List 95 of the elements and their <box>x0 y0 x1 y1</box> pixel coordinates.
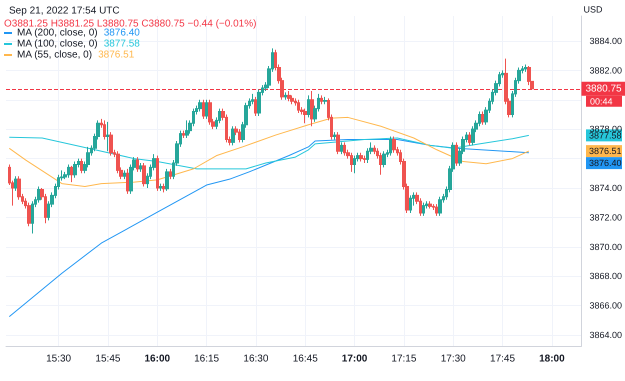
candlestick <box>182 130 185 139</box>
candlestick <box>185 120 189 139</box>
x-tick-label: 17:15 <box>391 354 417 364</box>
x-tick-label: 17:30 <box>440 354 466 364</box>
candlestick <box>70 165 74 183</box>
x-tick-label: 18:00 <box>539 354 566 364</box>
candlestick <box>198 99 202 112</box>
candlestick <box>231 126 235 146</box>
candlestick <box>27 202 31 227</box>
candlestick <box>257 88 261 116</box>
candlestick <box>159 183 162 192</box>
candlestick <box>142 162 146 188</box>
line-series <box>8 134 530 170</box>
legend-label: MA (100, close, 0) <box>17 38 104 50</box>
y-tick-label: 3868.00 <box>589 271 622 282</box>
candlestick <box>359 152 363 162</box>
x-tick-label: 15:45 <box>95 354 121 364</box>
y-tick-label: 3870.00 <box>589 242 622 252</box>
chart-subtitle: Sep 21, 2022 17:54 UTC <box>9 6 120 16</box>
annotation: 3876.51 <box>98 50 135 60</box>
y-tick-label: 3864.00 <box>589 330 622 340</box>
candlestick <box>320 94 323 105</box>
x-tick-label: 16:00 <box>144 354 170 364</box>
x-tick-label: 16:15 <box>194 354 220 364</box>
candlestick <box>238 128 241 143</box>
annotation: O3881.25 H3881.25 L3880.75 C3880.75 −0.44 (−0.01%) <box>4 18 256 30</box>
candlestick <box>428 200 432 210</box>
y-tick-label: 3882.00 <box>589 65 622 76</box>
candlestick <box>123 170 126 180</box>
candlestick <box>103 120 106 140</box>
y-tick-label: 3866.00 <box>589 300 622 311</box>
candlestick <box>438 196 442 216</box>
candlestick <box>205 99 208 120</box>
annotation: 3876.40 <box>104 28 140 38</box>
legend-label: MA (200, close, 0) <box>17 28 104 38</box>
candlestick <box>284 92 287 100</box>
candlestick <box>139 162 143 172</box>
text: 3876.40 <box>589 158 622 168</box>
candlestick <box>106 121 110 152</box>
candlestick <box>73 161 77 178</box>
candlestick <box>363 155 366 164</box>
candlestick <box>527 65 531 86</box>
x-tick-label: 17:00 <box>342 354 368 364</box>
candlestick <box>287 90 291 102</box>
candlestick <box>333 132 337 140</box>
candlestick <box>524 64 527 72</box>
y-axis-title: USD <box>583 4 603 14</box>
candlestick <box>468 132 471 146</box>
x-tick-label: 16:30 <box>243 354 269 364</box>
candlestick <box>202 99 205 120</box>
candlestick <box>136 156 139 172</box>
candlestick <box>379 152 383 176</box>
candlestick <box>109 132 113 156</box>
candlestick <box>409 194 412 214</box>
y-tick-label: 3874.00 <box>589 182 622 193</box>
candlestick <box>162 183 166 193</box>
candlestick <box>126 168 129 194</box>
ref-line-label: 3880.75 <box>585 83 622 94</box>
y-tick-label: 3872.00 <box>589 212 622 222</box>
x-tick-label: 15:30 <box>46 354 72 364</box>
candlestick <box>208 99 212 126</box>
line-series <box>8 116 530 188</box>
candlestick <box>303 108 307 124</box>
candlestick <box>350 152 353 172</box>
candlestick <box>389 136 392 156</box>
legend-label: MA (55, close, 0) <box>17 50 98 60</box>
candlestick <box>156 155 159 192</box>
line-series <box>8 138 530 318</box>
x-tick-label: 17:45 <box>490 354 516 364</box>
candlestick <box>307 94 310 118</box>
text: 00:44 <box>590 96 613 106</box>
candlestick <box>290 94 294 105</box>
candlestick <box>67 164 70 178</box>
candlestick <box>336 132 340 155</box>
annotation: 3877.58 <box>104 38 140 50</box>
candlestick <box>323 96 327 105</box>
candlestick <box>392 136 396 154</box>
candlestick <box>340 142 343 155</box>
candlestick <box>343 142 346 156</box>
candlestick <box>297 99 300 114</box>
candlestick <box>169 168 172 180</box>
candlestick <box>31 200 34 234</box>
candlestick <box>455 142 458 166</box>
candlestick <box>251 93 254 105</box>
candlestick <box>17 176 21 200</box>
candlestick <box>382 150 386 168</box>
x-tick-label: 16:45 <box>292 354 318 364</box>
candlestick <box>310 90 314 127</box>
text: 3876.51 <box>589 146 622 156</box>
candlestick <box>353 155 356 174</box>
candlestick <box>373 144 376 155</box>
candlestick <box>165 168 169 192</box>
y-tick-label: 3884.00 <box>589 36 622 46</box>
candlestick <box>422 202 425 216</box>
candlestick <box>80 158 83 174</box>
